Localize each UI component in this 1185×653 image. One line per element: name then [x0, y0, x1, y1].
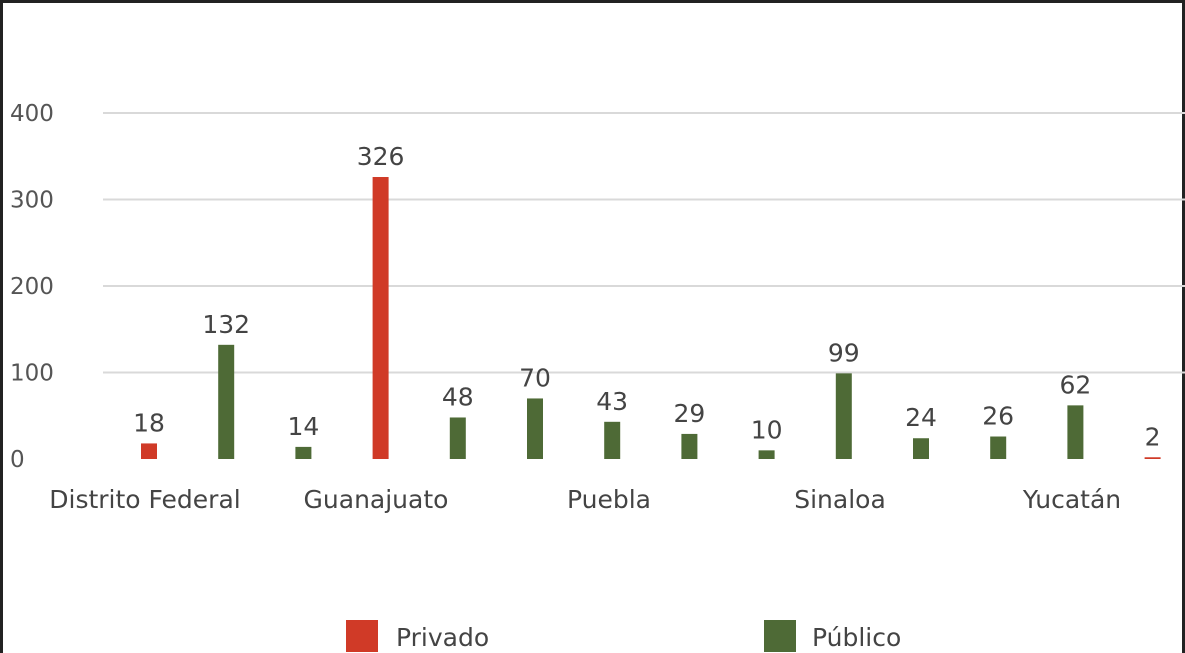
data-label: 24	[905, 403, 937, 432]
category-label: Sinaloa	[794, 485, 886, 514]
data-label: 48	[442, 382, 474, 411]
data-label: 2	[1145, 422, 1161, 451]
category-label: Distrito Federal	[49, 485, 240, 514]
data-label: 10	[751, 415, 783, 444]
y-tick-label: 0	[10, 447, 25, 473]
category-label: Puebla	[567, 485, 651, 514]
legend-label: Privado	[396, 623, 489, 652]
bar-publico	[1067, 405, 1084, 459]
bar-publico	[835, 373, 852, 459]
data-label: 14	[287, 412, 319, 441]
gridlines	[103, 112, 1185, 374]
bar-privado	[372, 177, 389, 459]
data-labels: 18132143264870432910992426622212	[133, 142, 1161, 451]
legend: Privado Público	[346, 620, 901, 652]
data-label: 26	[982, 402, 1014, 431]
data-label: 29	[673, 399, 705, 428]
bar-publico	[527, 398, 543, 459]
bar-publico	[913, 438, 929, 459]
bar-publico	[990, 436, 1007, 459]
bar-publico	[218, 344, 235, 459]
bars	[141, 177, 1161, 459]
bar-publico	[604, 421, 621, 459]
category-label: Yucatán	[1022, 485, 1121, 514]
data-label: 18	[133, 408, 165, 437]
data-label: 99	[828, 338, 860, 367]
data-label: 70	[519, 363, 551, 392]
bar-publico	[758, 450, 775, 459]
legend-swatch-privado	[346, 620, 378, 652]
y-tick-label: 200	[10, 274, 54, 300]
bar-privado	[1144, 457, 1161, 459]
y-tick-label: 300	[10, 188, 54, 214]
data-label: 326	[357, 142, 405, 171]
data-label: 43	[596, 387, 628, 416]
bar-publico	[295, 446, 312, 459]
y-axis-ticks: 0 100 200 300 400	[10, 101, 54, 473]
bar-publico	[681, 433, 698, 459]
bar-publico	[449, 417, 466, 459]
y-tick-label: 100	[10, 361, 54, 387]
legend-swatch-publico	[764, 620, 796, 652]
y-tick-label: 400	[10, 101, 54, 127]
category-labels: Distrito Federal Guanajuato Puebla Sinaloa Y…	[49, 485, 1121, 514]
legend-label: Público	[812, 623, 901, 652]
data-label: 62	[1059, 370, 1091, 399]
category-label: Guanajuato	[304, 485, 449, 514]
data-label: 132	[202, 310, 250, 339]
bar-privado	[141, 443, 157, 459]
